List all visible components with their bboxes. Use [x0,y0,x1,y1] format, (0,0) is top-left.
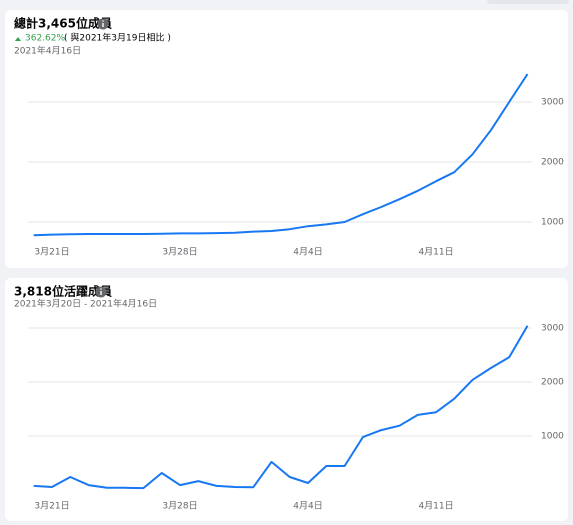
y-tick-label: 2000 [541,378,564,388]
x-tick-label: 4月4日 [293,247,322,258]
chart-title: 3,818位活躍成員 [14,284,112,299]
x-tick-label: 3月28日 [162,501,197,512]
x-tick-label: 4月4日 [293,501,322,512]
card [5,10,568,268]
y-tick-label: 1000 [541,432,564,442]
y-tick-label: 2000 [541,158,564,168]
x-tick-label: 3月28日 [162,247,197,258]
comparison: ( 與2021年3月19日相比 ) [64,32,171,44]
up-arrow [15,37,21,41]
card [5,278,568,521]
y-tick-label: 1000 [541,218,564,228]
x-tick-label: 4月11日 [418,247,453,258]
x-tick-label: 4月11日 [418,501,453,512]
y-tick-label: 3000 [541,98,564,108]
x-tick-label: 3月21日 [34,247,69,258]
data-line [33,325,529,490]
tab[interactable] [487,0,569,4]
subtitle: 2021年3月20日 - 2021年4月16日 [14,298,157,310]
info-icon[interactable] [97,18,109,30]
subtitle: 2021年4月16日 [14,45,81,57]
chart-title: 總計3,465位成員 [14,16,112,31]
x-tick-label: 3月21日 [34,501,69,512]
data-line [33,73,529,237]
change: 362.62% [25,34,65,44]
info-icon[interactable] [95,286,107,298]
y-tick-label: 3000 [541,324,564,334]
